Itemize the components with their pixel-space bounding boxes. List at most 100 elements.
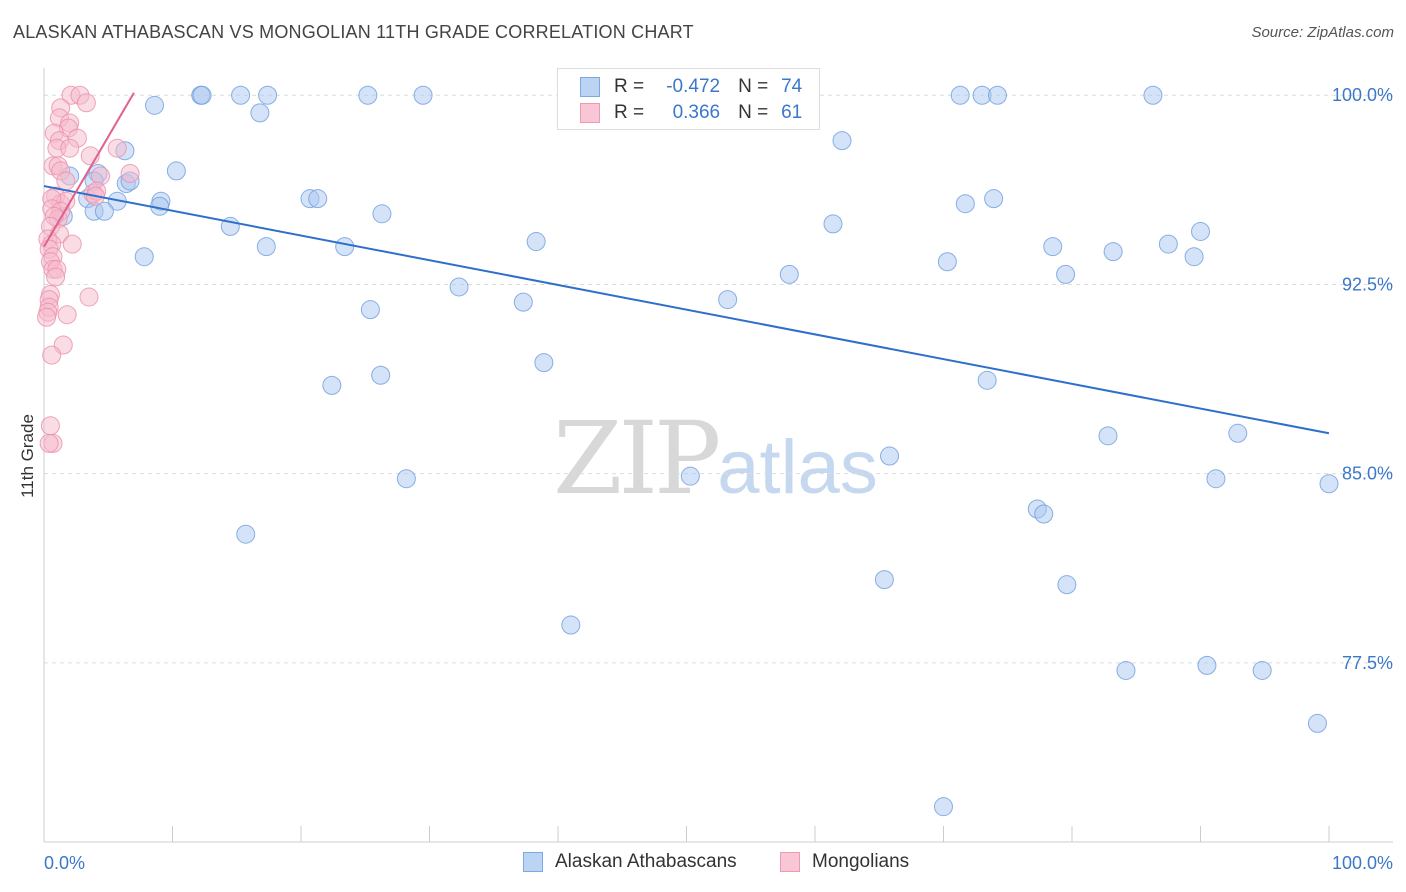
point-athabascan (718, 290, 738, 310)
series-legend: Alaskan Athabascans Mongolians (0, 851, 1406, 877)
point-athabascan (1252, 660, 1272, 680)
point-athabascan (308, 189, 328, 209)
point-athabascan (1307, 713, 1327, 733)
point-mongolian (76, 93, 96, 113)
gridlines (44, 94, 1393, 664)
chart-title: ALASKAN ATHABASCAN VS MONGOLIAN 11TH GRA… (13, 22, 694, 42)
legend-swatch-blue (523, 852, 543, 872)
point-athabascan (413, 85, 433, 105)
x-tick-label: 0.0% (44, 853, 85, 873)
legend-r-label: R = (614, 102, 645, 123)
y-tick-label: 85.0% (1342, 464, 1393, 484)
legend-swatch-blue (580, 77, 600, 97)
watermark: ZIPatlas (553, 400, 878, 517)
point-athabascan (874, 570, 894, 590)
point-athabascan (231, 85, 251, 105)
y-tick-label: 77.5% (1342, 653, 1393, 673)
point-athabascan (236, 524, 256, 544)
point-athabascan (823, 214, 843, 234)
point-athabascan (322, 375, 342, 395)
point-athabascan (1206, 469, 1226, 489)
point-athabascan (1116, 660, 1136, 680)
legend-n-label: N = (738, 76, 769, 97)
point-athabascan (984, 189, 1004, 209)
point-athabascan (449, 277, 469, 297)
point-athabascan (145, 95, 165, 115)
point-athabascan (1184, 247, 1204, 267)
point-athabascan (832, 131, 852, 151)
point-athabascan (1043, 237, 1063, 257)
point-mongolian (42, 345, 62, 365)
legend-row-athabascans: R = -0.472 N = 74 (580, 75, 802, 99)
point-athabascan (1057, 575, 1077, 595)
point-athabascan (1034, 504, 1054, 524)
point-athabascan (977, 370, 997, 390)
point-athabascan (258, 85, 278, 105)
tick-labels: 77.5% 85.0% 92.5% 100.0% 0.0% 100.0% 11th Grad… (18, 85, 1393, 873)
point-athabascan (360, 300, 380, 320)
legend-r-label: R = (614, 76, 645, 97)
axes (43, 68, 1393, 843)
point-athabascan (371, 365, 391, 385)
series-alaskan-athabascans (53, 85, 1339, 817)
legend-item-mongolians: Mongolians (780, 851, 909, 873)
point-athabascan (372, 204, 392, 224)
watermark-zip: ZIP (553, 400, 721, 517)
point-athabascan (166, 161, 186, 181)
legend-r-value: -0.472 (666, 76, 721, 97)
point-athabascan (335, 237, 355, 257)
point-mongolian (40, 416, 60, 436)
watermark-atlas: atlas (717, 425, 878, 510)
point-athabascan (1056, 264, 1076, 284)
point-mongolian (56, 171, 76, 191)
point-athabascan (1191, 221, 1210, 241)
point-athabascan (1103, 242, 1123, 262)
point-athabascan (1197, 655, 1217, 675)
point-athabascan (561, 615, 581, 635)
trend-line-blue (43, 185, 1330, 435)
point-athabascan (955, 194, 975, 214)
legend-swatch-pink (580, 103, 600, 123)
point-mongolian (79, 287, 99, 307)
legend-n-value: 74 (781, 76, 803, 97)
point-athabascan (256, 237, 276, 257)
trend-line-pink (43, 92, 135, 248)
y-tick-label: 92.5% (1342, 274, 1393, 294)
point-athabascan (937, 252, 957, 272)
legend-row-mongolians: R = 0.366 N = 61 (580, 101, 802, 125)
point-athabascan (934, 797, 953, 817)
source-credit: Source: ZipAtlas.com (1251, 24, 1394, 41)
legend-n-value: 61 (781, 102, 803, 123)
point-athabascan (1098, 426, 1118, 446)
legend-item-athabascans: Alaskan Athabascans (523, 851, 737, 873)
point-athabascan (680, 466, 700, 486)
point-athabascan (513, 292, 533, 312)
point-athabascan (192, 85, 212, 105)
point-athabascan (987, 85, 1007, 105)
point-athabascan (94, 201, 114, 221)
point-mongolian (37, 307, 57, 327)
legend-r-value: 0.366 (672, 102, 721, 123)
point-athabascan (1143, 85, 1163, 105)
point-athabascan (1158, 234, 1178, 254)
point-mongolian (62, 234, 82, 254)
x-tick-label: 100.0% (1332, 853, 1393, 873)
point-mongolian (46, 267, 66, 287)
point-mongolian (57, 305, 77, 325)
point-athabascan (880, 446, 900, 466)
point-athabascan (250, 103, 270, 123)
point-athabascan (950, 85, 970, 105)
legend-n-label: N = (738, 102, 769, 123)
series-mongolians (37, 85, 140, 453)
point-mongolian (120, 163, 140, 183)
point-athabascan (358, 85, 378, 105)
point-athabascan (1319, 474, 1339, 494)
point-mongolian (60, 138, 80, 158)
stats-legend: R = -0.472 N = 74 R = 0.366 N = 61 (557, 68, 820, 130)
point-athabascan (526, 232, 546, 252)
y-axis-title: 11th Grade (18, 414, 37, 498)
point-athabascan (1228, 423, 1248, 443)
point-athabascan (134, 247, 154, 267)
legend-swatch-pink (780, 852, 800, 872)
